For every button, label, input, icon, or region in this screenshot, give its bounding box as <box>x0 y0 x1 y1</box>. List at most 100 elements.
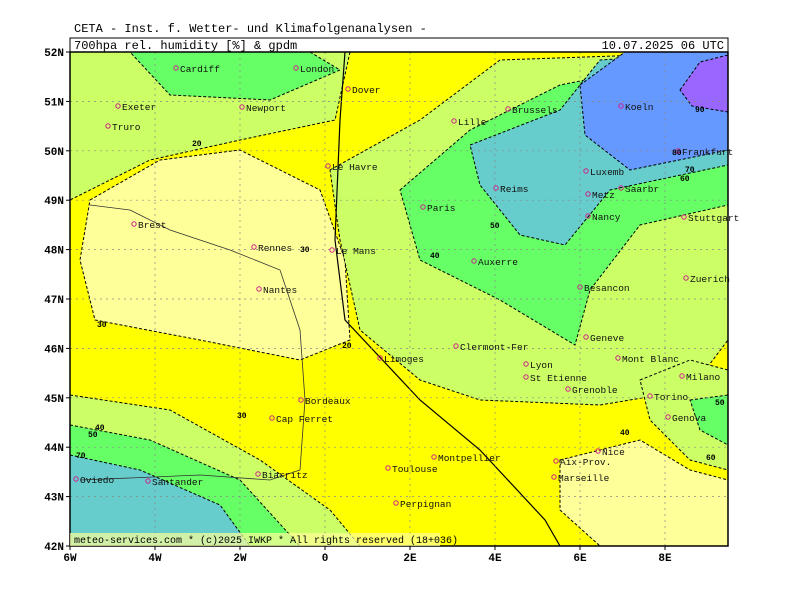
longitude-label: 2E <box>403 553 417 565</box>
city-label: Auxerre <box>478 257 518 268</box>
footer-box <box>70 533 440 546</box>
city-label: Zuerich <box>690 274 730 285</box>
city-label: Lille <box>458 117 487 128</box>
latitude-label: 47N <box>44 295 64 307</box>
city-marker <box>679 373 685 379</box>
latitude-label: 43N <box>44 493 64 505</box>
city-marker <box>681 214 687 220</box>
city-marker <box>675 148 681 154</box>
city-label: Nancy <box>592 212 621 223</box>
city-label: Mont Blanc <box>622 354 679 365</box>
city-label: Toulouse <box>392 464 438 475</box>
city-marker <box>583 334 589 340</box>
city-label: Biarritz <box>262 470 308 481</box>
city-marker <box>420 204 426 210</box>
latitude-label: 50N <box>44 147 64 159</box>
city-marker <box>256 286 262 292</box>
graticule <box>70 52 728 546</box>
contour-label: 70 <box>685 166 695 175</box>
city-marker <box>505 106 511 112</box>
city-label: Aix-Prov. <box>560 457 611 468</box>
city-label: Nice <box>602 447 625 458</box>
city-label: Luxemb <box>590 167 625 178</box>
city-label: Besancon <box>584 283 630 294</box>
city-marker <box>523 361 529 367</box>
contour-label: 80 <box>672 149 682 158</box>
contour-label: 60 <box>680 175 690 184</box>
city-marker <box>453 343 459 349</box>
city-label: Cap Ferret <box>276 414 333 425</box>
city-marker <box>583 168 589 174</box>
city-marker <box>73 476 79 482</box>
city-label: Milano <box>686 372 721 383</box>
city-label: Koeln <box>625 102 654 113</box>
city-marker <box>115 103 121 109</box>
longitude-label: 0 <box>322 553 329 565</box>
contour-label: 20 <box>342 342 352 351</box>
city-marker <box>377 355 383 361</box>
city-marker <box>131 221 137 227</box>
city-label: London <box>300 64 334 75</box>
city-marker <box>251 244 257 250</box>
city-label: Perpignan <box>400 499 451 510</box>
city-label: Saarbr <box>625 184 659 195</box>
city-label: Limoges <box>384 354 424 365</box>
city-label: Cardiff <box>180 64 220 75</box>
city-marker <box>551 474 557 480</box>
longitude-label: 6E <box>573 553 587 565</box>
longitude-label: 6W <box>63 553 77 565</box>
city-label: Marseille <box>558 473 610 484</box>
city-marker <box>269 415 275 421</box>
city-label: Montpellier <box>438 453 501 464</box>
city-label: Newport <box>246 103 286 114</box>
city-label: Brussels <box>512 105 558 116</box>
longitude-label: 4W <box>148 553 162 565</box>
city-label: Bordeaux <box>305 396 351 407</box>
latitude-label: 49N <box>44 196 64 208</box>
city-marker <box>145 478 151 484</box>
city-marker <box>523 374 529 380</box>
field-title: 700hpa rel. humidity [%] & gpdm <box>74 39 297 53</box>
contour-label: 30 <box>300 246 310 255</box>
contour-label: 50 <box>490 222 500 231</box>
longitude-label: 2W <box>233 553 247 565</box>
city-marker <box>431 454 437 460</box>
latitude-label: 48N <box>44 246 64 258</box>
latitude-label: 52N <box>44 48 64 60</box>
city-label: Stuttgart <box>688 213 739 224</box>
city-label: Metz <box>592 190 615 201</box>
city-marker <box>173 65 179 71</box>
city-marker <box>345 86 351 92</box>
city-marker <box>239 104 245 110</box>
city-marker <box>585 191 591 197</box>
city-label: Exeter <box>122 102 156 113</box>
latitude-label: 45N <box>44 394 64 406</box>
contour-label: 40 <box>95 424 105 433</box>
city-marker <box>577 284 583 290</box>
city-marker <box>553 458 559 464</box>
city-marker <box>255 471 261 477</box>
city-marker <box>385 465 391 471</box>
city-marker <box>618 185 624 191</box>
latitude-label: 42N <box>44 542 64 554</box>
city-marker <box>615 355 621 361</box>
city-label: Le Havre <box>332 162 378 173</box>
city-label: Santander <box>152 477 203 488</box>
contour-label: 60 <box>706 454 716 463</box>
city-label: Le Mans <box>336 246 376 257</box>
city-marker <box>493 185 499 191</box>
city-marker <box>298 397 304 403</box>
city-marker <box>683 275 689 281</box>
source-title: CETA - Inst. f. Wetter- und Klimafolgena… <box>74 22 427 36</box>
city-marker <box>647 393 653 399</box>
city-label: Nantes <box>263 285 297 296</box>
city-label: Clermont-Fer <box>460 342 528 353</box>
city-label: Grenoble <box>572 385 618 396</box>
longitude-label: 8E <box>658 553 672 565</box>
copyright-footer: meteo-services.com * (c)2025 IWKP * All … <box>74 535 458 547</box>
city-label: Paris <box>427 203 456 214</box>
latitude-label: 44N <box>44 443 64 455</box>
contour-label: 70 <box>76 452 86 461</box>
city-marker <box>665 414 671 420</box>
